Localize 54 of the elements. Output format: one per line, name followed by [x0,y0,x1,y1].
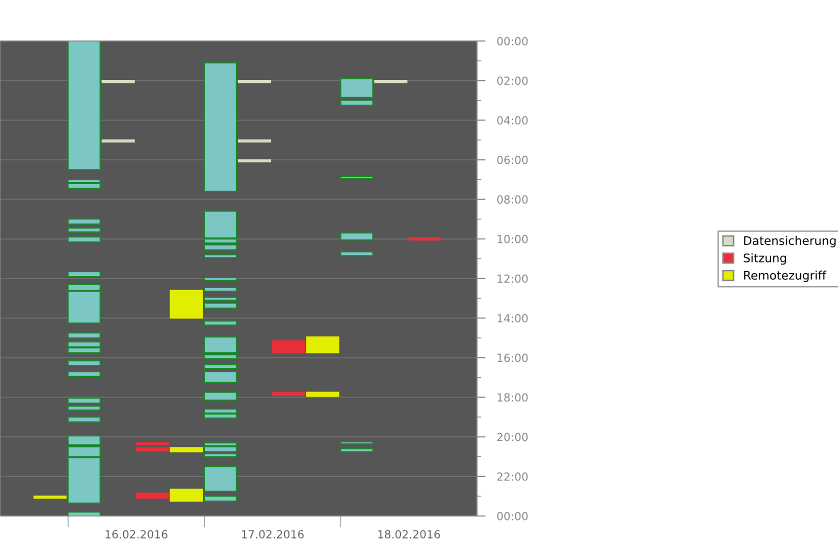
bar [340,232,374,240]
x-tick-label: 18.02.2016 [378,530,440,538]
bar [340,78,374,98]
bar [170,488,203,502]
x-tick-label: 17.02.2016 [242,530,304,538]
bar [68,227,101,233]
y-tick-label: 08:00 [497,195,528,204]
bar [204,496,238,502]
bar [340,251,374,256]
bar [68,398,101,404]
bar [204,364,238,370]
legend-label: Remotezugriff [744,270,826,282]
y-tick-label: 04:00 [497,116,528,125]
legend-label: Datensicherung [744,236,836,248]
y-tick-label: 00:00 [497,512,528,520]
bar [68,182,101,190]
legend-label: Sitzung [744,253,786,265]
bar [340,448,374,452]
x-tick-label: 16.02.2016 [106,530,168,538]
bar [340,100,374,106]
bar [306,392,340,397]
y-tick-label: 00:00 [497,36,528,46]
y-tick-label: 20:00 [497,432,528,442]
bar [170,290,203,319]
bar [204,254,238,258]
bar [68,406,101,411]
bar [68,41,101,170]
bar [68,332,101,338]
y-tick-label: 22:00 [497,472,528,481]
bar [204,392,238,401]
bar [68,360,101,366]
bar [204,466,238,492]
bar [170,447,203,452]
bar [68,416,101,423]
bar [68,370,101,378]
y-tick-label: 18:00 [498,393,528,402]
bar [136,492,169,499]
bar [68,236,101,242]
y-tick-label: 14:00 [498,314,528,322]
y-tick-label: 10:00 [498,234,528,244]
bar [204,320,238,326]
bar [272,392,306,396]
bar [272,340,306,354]
y-tick-label: 16:00 [498,354,528,362]
bar [204,276,238,282]
bar [68,218,101,225]
bar [306,336,340,354]
bar [204,62,238,192]
bar [68,271,101,278]
y-tick-label: 06:00 [497,156,528,164]
bar [204,370,238,383]
y-tick-label: 02:00 [497,76,528,85]
bar [204,286,238,292]
y-tick-label: 12:00 [498,274,528,283]
